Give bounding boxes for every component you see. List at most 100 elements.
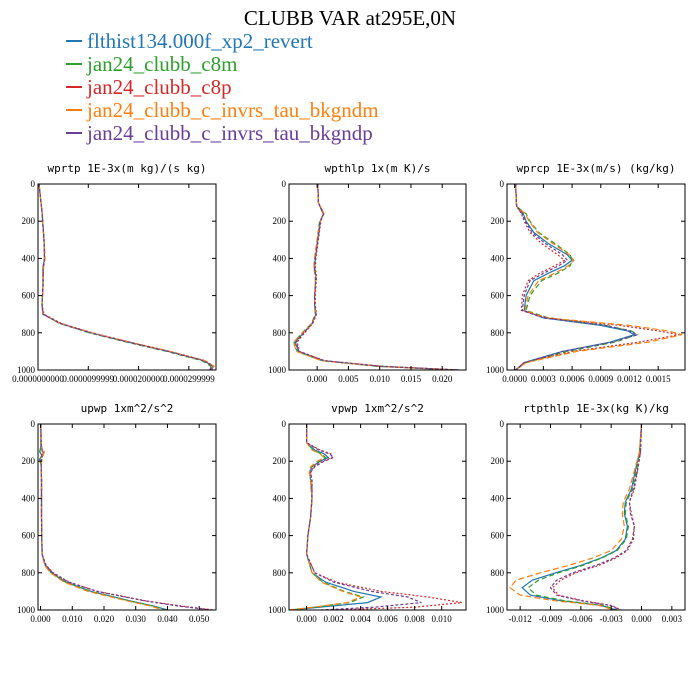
y-tick-label: 400 (22, 493, 36, 503)
x-tick-label: 0.0000099999 (62, 374, 114, 384)
y-tick-label: 200 (22, 216, 36, 226)
y-tick-label: 1000 (17, 605, 36, 615)
y-tick-label: 800 (491, 568, 505, 578)
legend-swatch (66, 86, 82, 89)
legend-item: jan24_clubb_c8m (66, 53, 379, 76)
legend: flthist134.000f_xp2_revert jan24_clubb_c8… (66, 30, 379, 145)
y-tick-label: 600 (273, 531, 287, 541)
panel-title: rtpthlp 1E-3x(kg K)/kg (523, 402, 669, 415)
series-line (515, 184, 636, 370)
y-tick-label: 1000 (268, 365, 287, 375)
x-tick-label: -0.003 (600, 614, 624, 624)
y-tick-label: 0 (31, 179, 36, 189)
x-tick-label: 0.005 (338, 374, 359, 384)
series-line (521, 424, 643, 610)
x-tick-label: 0.010 (370, 374, 391, 384)
legend-swatch (66, 132, 82, 135)
panel-1: wpthlp 1x(m K)/s 0 200 400 600 800 1000 0.000 0.… (268, 162, 467, 384)
series-line (515, 184, 680, 370)
series-line (509, 424, 643, 610)
y-tick-label: 800 (273, 328, 287, 338)
series-line (38, 184, 212, 370)
series-line (296, 184, 460, 370)
x-tick-label: 0.003 (662, 614, 683, 624)
y-tick-label: 0 (31, 419, 36, 429)
y-tick-label: 800 (273, 568, 287, 578)
x-tick-label: 0.020 (432, 374, 453, 384)
x-tick-label: 0.002 (323, 614, 343, 624)
x-tick-label: 0.020 (94, 614, 115, 624)
y-tick-label: 200 (491, 216, 505, 226)
x-tick-label: 0.004 (350, 614, 371, 624)
panel-title: upwp 1xm^2/s^2 (81, 402, 174, 415)
x-tick-label: 0.0000299999 (163, 374, 215, 384)
plot-frame (37, 183, 217, 371)
x-tick-label: 0.0000 (502, 374, 527, 384)
y-tick-label: 400 (491, 253, 505, 263)
y-tick-label: 1000 (486, 605, 505, 615)
y-tick-label: 200 (273, 216, 287, 226)
series-line (295, 184, 459, 370)
panel-title: wpthlp 1x(m K)/s (325, 162, 431, 175)
y-tick-label: 0 (500, 179, 505, 189)
series-line (305, 424, 422, 610)
series-line (515, 184, 683, 370)
panel-title: vpwp 1xm^2/s^2 (331, 402, 424, 415)
y-tick-label: 400 (22, 253, 36, 263)
x-tick-label: 0.0009 (588, 374, 613, 384)
x-tick-label: 0.000 (307, 374, 328, 384)
x-tick-label: 0.040 (157, 614, 178, 624)
series-line (40, 424, 163, 610)
plot-frame (288, 423, 467, 611)
series-line (289, 424, 363, 610)
x-tick-label: -0.012 (509, 614, 532, 624)
panel-4: vpwp 1xm^2/s^2 0 200 400 600 800 1000 0.000 0.00… (268, 402, 467, 624)
y-tick-label: 200 (22, 456, 36, 466)
y-tick-label: 0 (282, 419, 287, 429)
y-tick-label: 0 (282, 179, 287, 189)
series-line (551, 424, 643, 610)
series-line (38, 424, 168, 610)
legend-label: jan24_clubb_c_invrs_tau_bkgndm (87, 98, 379, 122)
series-line (293, 184, 455, 370)
y-tick-label: 600 (22, 291, 36, 301)
y-tick-label: 0 (500, 419, 505, 429)
y-tick-label: 200 (273, 456, 287, 466)
x-tick-label: 0.030 (126, 614, 147, 624)
x-tick-label: 0.000 (631, 614, 652, 624)
y-tick-label: 1000 (17, 365, 36, 375)
legend-item: flthist134.000f_xp2_revert (66, 30, 379, 53)
series-line (292, 184, 457, 370)
x-tick-label: 0.0000200000 (113, 374, 165, 384)
x-tick-label: 0.0003 (531, 374, 556, 384)
figure-title: CLUBB VAR at295E,0N (243, 6, 457, 30)
plot-frame (506, 183, 686, 371)
panel-title: wprcp 1E-3x(m/s) (kg/kg) (517, 162, 676, 175)
series-line (515, 184, 639, 370)
y-tick-label: 600 (22, 531, 36, 541)
x-tick-label: 0.008 (405, 614, 426, 624)
x-tick-label: 0.006 (378, 614, 399, 624)
series-line (527, 424, 643, 610)
y-tick-label: 400 (273, 493, 287, 503)
legend-label: jan24_clubb_c8p (87, 75, 232, 99)
plot-frame (288, 183, 467, 371)
x-tick-label: 0.0006 (560, 374, 585, 384)
x-tick-label: 0.015 (401, 374, 422, 384)
panel-2: wprcp 1E-3x(m/s) (kg/kg) 0 200 400 600 800 100… (486, 162, 686, 384)
series-line (294, 184, 458, 370)
y-tick-label: 800 (491, 328, 505, 338)
x-tick-label: 0.000 (296, 614, 317, 624)
legend-item: jan24_clubb_c_invrs_tau_bkgndp (66, 122, 379, 145)
x-tick-label: -0.009 (539, 614, 563, 624)
y-tick-label: 800 (22, 568, 36, 578)
x-tick-label: 0.0015 (646, 374, 671, 384)
series-line (38, 424, 167, 610)
x-tick-label: -0.006 (569, 614, 593, 624)
y-tick-label: 600 (491, 291, 505, 301)
plot-frame (506, 423, 686, 611)
y-tick-label: 600 (273, 291, 287, 301)
legend-swatch (66, 109, 82, 112)
